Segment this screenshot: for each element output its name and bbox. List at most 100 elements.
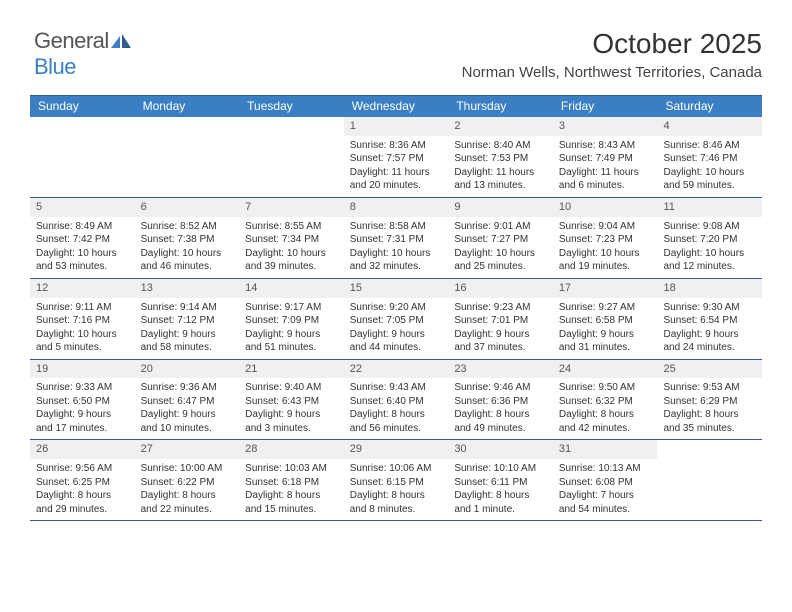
sunset-text: Sunset: 6:40 PM (350, 395, 443, 409)
cell-body: Sunrise: 8:52 AMSunset: 7:38 PMDaylight:… (135, 217, 240, 278)
day-number: 28 (239, 440, 344, 459)
calendar-cell (657, 440, 762, 520)
sunrise-text: Sunrise: 9:36 AM (141, 381, 234, 395)
daylight-text: Daylight: 9 hours and 24 minutes. (663, 328, 756, 355)
day-number: 5 (30, 198, 135, 217)
sunset-text: Sunset: 6:22 PM (141, 476, 234, 490)
daylight-text: Daylight: 8 hours and 49 minutes. (454, 408, 547, 435)
calendar-cell: 27Sunrise: 10:00 AMSunset: 6:22 PMDaylig… (135, 440, 240, 520)
day-number: 22 (344, 360, 449, 379)
cell-body: Sunrise: 8:36 AMSunset: 7:57 PMDaylight:… (344, 136, 449, 197)
cell-body: Sunrise: 8:49 AMSunset: 7:42 PMDaylight:… (30, 217, 135, 278)
day-number: 30 (448, 440, 553, 459)
cell-body: Sunrise: 9:27 AMSunset: 6:58 PMDaylight:… (553, 298, 658, 359)
sunrise-text: Sunrise: 8:46 AM (663, 139, 756, 153)
sunset-text: Sunset: 6:54 PM (663, 314, 756, 328)
calendar-cell: 5Sunrise: 8:49 AMSunset: 7:42 PMDaylight… (30, 198, 135, 278)
cell-body: Sunrise: 8:46 AMSunset: 7:46 PMDaylight:… (657, 136, 762, 197)
day-header: Thursday (448, 96, 553, 117)
sunset-text: Sunset: 7:46 PM (663, 152, 756, 166)
daylight-text: Daylight: 8 hours and 42 minutes. (559, 408, 652, 435)
daylight-text: Daylight: 9 hours and 58 minutes. (141, 328, 234, 355)
location-text: Norman Wells, Northwest Territories, Can… (462, 64, 762, 81)
title-block: October 2025 Norman Wells, Northwest Ter… (462, 28, 762, 81)
day-header: Tuesday (239, 96, 344, 117)
cell-body: Sunrise: 10:06 AMSunset: 6:15 PMDaylight… (344, 459, 449, 520)
sunrise-text: Sunrise: 8:58 AM (350, 220, 443, 234)
daylight-text: Daylight: 9 hours and 44 minutes. (350, 328, 443, 355)
day-number: 13 (135, 279, 240, 298)
calendar-cell: 23Sunrise: 9:46 AMSunset: 6:36 PMDayligh… (448, 360, 553, 440)
week-row: 12Sunrise: 9:11 AMSunset: 7:16 PMDayligh… (30, 279, 762, 360)
sunrise-text: Sunrise: 10:06 AM (350, 462, 443, 476)
day-number: 11 (657, 198, 762, 217)
cell-body: Sunrise: 8:55 AMSunset: 7:34 PMDaylight:… (239, 217, 344, 278)
sunset-text: Sunset: 7:49 PM (559, 152, 652, 166)
sunrise-text: Sunrise: 8:36 AM (350, 139, 443, 153)
daylight-text: Daylight: 8 hours and 35 minutes. (663, 408, 756, 435)
daylight-text: Daylight: 8 hours and 29 minutes. (36, 489, 129, 516)
daylight-text: Daylight: 7 hours and 54 minutes. (559, 489, 652, 516)
calendar-cell: 2Sunrise: 8:40 AMSunset: 7:53 PMDaylight… (448, 117, 553, 197)
calendar-cell: 21 Sunrise: 9:40 AMSunset: 6:43 PMDayligh… (239, 360, 344, 440)
calendar-cell: 10Sunrise: 9:04 AMSunset: 7:23 PMDayligh… (553, 198, 658, 278)
daylight-text: Daylight: 9 hours and 3 minutes. (245, 408, 338, 435)
daylight-text: Daylight: 11 hours and 20 minutes. (350, 166, 443, 193)
daylight-text: Daylight: 8 hours and 15 minutes. (245, 489, 338, 516)
day-number: 14 (239, 279, 344, 298)
cell-body: Sunrise: 9:04 AMSunset: 7:23 PMDaylight:… (553, 217, 658, 278)
sunrise-text: Sunrise: 9:01 AM (454, 220, 547, 234)
calendar-cell: 29Sunrise: 10:06 AMSunset: 6:15 PMDaylig… (344, 440, 449, 520)
sunrise-text: Sunrise: 10:00 AM (141, 462, 234, 476)
sunset-text: Sunset: 6:43 PM (245, 395, 338, 409)
day-number: 21 (239, 360, 344, 379)
sunrise-text: Sunrise: 9:56 AM (36, 462, 129, 476)
day-header: Sunday (30, 96, 135, 117)
sunset-text: Sunset: 6:11 PM (454, 476, 547, 490)
sunrise-text: Sunrise: 10:10 AM (454, 462, 547, 476)
day-number: 10 (553, 198, 658, 217)
calendar-cell: 25Sunrise: 9:53 AMSunset: 6:29 PMDayligh… (657, 360, 762, 440)
cell-body: Sunrise: 9:56 AMSunset: 6:25 PMDaylight:… (30, 459, 135, 520)
sunrise-text: Sunrise: 9:17 AM (245, 301, 338, 315)
cell-body: Sunrise: 10:00 AMSunset: 6:22 PMDaylight… (135, 459, 240, 520)
sunset-text: Sunset: 7:12 PM (141, 314, 234, 328)
month-title: October 2025 (462, 28, 762, 60)
cell-body: Sunrise: 9:01 AMSunset: 7:27 PMDaylight:… (448, 217, 553, 278)
sunrise-text: Sunrise: 9:27 AM (559, 301, 652, 315)
sunset-text: Sunset: 7:01 PM (454, 314, 547, 328)
sunrise-text: Sunrise: 9:40 AM (245, 381, 338, 395)
day-number: 7 (239, 198, 344, 217)
calendar-cell: 3Sunrise: 8:43 AMSunset: 7:49 PMDaylight… (553, 117, 658, 197)
cell-body: Sunrise: 8:58 AMSunset: 7:31 PMDaylight:… (344, 217, 449, 278)
daylight-text: Daylight: 10 hours and 25 minutes. (454, 247, 547, 274)
week-row: 1Sunrise: 8:36 AMSunset: 7:57 PMDaylight… (30, 117, 762, 198)
sunset-text: Sunset: 6:36 PM (454, 395, 547, 409)
daylight-text: Daylight: 8 hours and 22 minutes. (141, 489, 234, 516)
daylight-text: Daylight: 9 hours and 10 minutes. (141, 408, 234, 435)
daylight-text: Daylight: 10 hours and 12 minutes. (663, 247, 756, 274)
cell-body: Sunrise: 10:03 AMSunset: 6:18 PMDaylight… (239, 459, 344, 520)
cell-body: Sunrise: 9:36 AMSunset: 6:47 PMDaylight:… (135, 378, 240, 439)
cell-body: Sunrise: 8:40 AMSunset: 7:53 PMDaylight:… (448, 136, 553, 197)
day-number: 15 (344, 279, 449, 298)
day-header: Saturday (657, 96, 762, 117)
calendar-cell (239, 117, 344, 197)
sunrise-text: Sunrise: 9:46 AM (454, 381, 547, 395)
sunrise-text: Sunrise: 9:20 AM (350, 301, 443, 315)
day-number: 19 (30, 360, 135, 379)
sunset-text: Sunset: 7:20 PM (663, 233, 756, 247)
daylight-text: Daylight: 10 hours and 5 minutes. (36, 328, 129, 355)
cell-body: Sunrise: 9:46 AMSunset: 6:36 PMDaylight:… (448, 378, 553, 439)
calendar-cell: 19Sunrise: 9:33 AMSunset: 6:50 PMDayligh… (30, 360, 135, 440)
logo-text-general: General (34, 28, 109, 53)
sunrise-text: Sunrise: 8:52 AM (141, 220, 234, 234)
calendar-cell: 9Sunrise: 9:01 AMSunset: 7:27 PMDaylight… (448, 198, 553, 278)
cell-body: Sunrise: 10:10 AMSunset: 6:11 PMDaylight… (448, 459, 553, 520)
calendar-cell: 22Sunrise: 9:43 AMSunset: 6:40 PMDayligh… (344, 360, 449, 440)
calendar-cell: 12Sunrise: 9:11 AMSunset: 7:16 PMDayligh… (30, 279, 135, 359)
daylight-text: Daylight: 9 hours and 51 minutes. (245, 328, 338, 355)
sunrise-text: Sunrise: 8:49 AM (36, 220, 129, 234)
cell-body: Sunrise: 9:20 AMSunset: 7:05 PMDaylight:… (344, 298, 449, 359)
day-number: 27 (135, 440, 240, 459)
